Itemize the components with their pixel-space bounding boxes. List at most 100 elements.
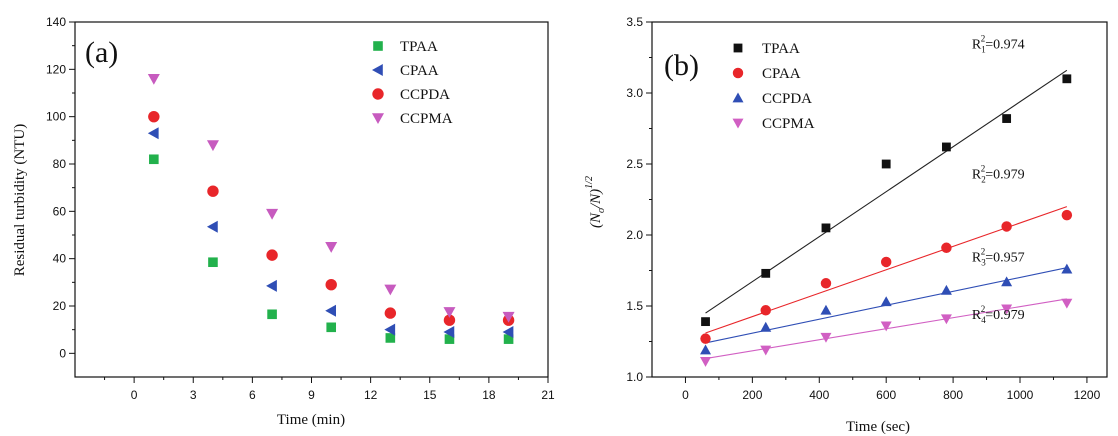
- data-point-b: [760, 345, 772, 356]
- legend-label-b: CCPDA: [762, 91, 812, 107]
- svg-text:(No/N)1/2: (No/N)1/2: [584, 176, 607, 228]
- data-point-b: [760, 305, 771, 316]
- y-tick-label-a: 80: [53, 157, 67, 171]
- x-tick-label-b: 0: [682, 388, 689, 402]
- y-tick-label-b: 2.5: [626, 157, 643, 171]
- data-point-b: [1001, 221, 1012, 232]
- data-point-a: [206, 220, 218, 233]
- plot-frame-a: [74, 21, 549, 378]
- legend-marker-b: [732, 92, 744, 103]
- data-point-a: [267, 309, 277, 320]
- data-point-a: [207, 185, 219, 197]
- r2-label-b: R42=0.979: [972, 304, 1025, 325]
- data-point-a: [148, 110, 160, 123]
- legend-label-b: CPAA: [762, 66, 801, 82]
- y-tick-label-b: 3.5: [626, 15, 643, 29]
- r2-label-r: R: [972, 168, 982, 183]
- data-point-a: [443, 314, 456, 326]
- y-tick-label-b: 2.0: [626, 228, 643, 242]
- y-tick-label-a: 60: [53, 204, 67, 218]
- r2-label-r: R: [972, 37, 982, 52]
- x-tick-label-a: 18: [482, 388, 496, 402]
- y-tick-label-a: 0: [59, 346, 66, 360]
- legend-b: TPAA CPAA CCPDA CCPMA: [732, 41, 815, 132]
- legend-label-a: TPAA: [400, 39, 438, 55]
- data-point-b: [700, 344, 712, 355]
- data-point-a: [443, 326, 455, 339]
- data-point-b: [700, 333, 711, 344]
- data-point-b: [1061, 298, 1073, 309]
- data-point-a: [266, 249, 278, 261]
- data-point-a: [384, 307, 397, 319]
- data-point-b: [1061, 263, 1073, 274]
- data-point-a: [384, 323, 396, 336]
- legend-label-b: TPAA: [762, 41, 800, 57]
- data-point-a: [266, 208, 279, 220]
- r2-label-b: R22=0.979: [972, 164, 1025, 185]
- r2-label-r: R: [972, 251, 982, 266]
- axis-ticks-a: 0 3 6 9 12 15 18 21 0 20 40 60 80 100 120 140: [46, 15, 555, 402]
- panel-label-b: (b): [664, 49, 699, 82]
- data-point-a: [502, 326, 514, 339]
- data-point-b: [821, 223, 831, 233]
- r2-label-b: R12=0.974: [972, 33, 1025, 54]
- data-point-a: [384, 284, 397, 296]
- x-tick-label-a: 6: [249, 388, 256, 402]
- chart-panel-b: (b) Time (sec) (No/N)1/2 0 200 400 600 800 10…: [584, 15, 1108, 435]
- y-axis-title-b-sub: o: [596, 208, 607, 213]
- r2-label-b: R32=0.957: [972, 247, 1025, 268]
- data-point-a: [444, 334, 455, 344]
- data-point-a: [326, 322, 337, 333]
- r2-label-sub: 3: [981, 258, 986, 268]
- x-tick-label-b: 1000: [1007, 388, 1034, 402]
- y-axis-title-b-main: (N: [588, 212, 604, 228]
- data-point-b: [820, 332, 832, 343]
- panel-label-a: (a): [85, 36, 118, 69]
- data-point-b: [761, 268, 771, 278]
- r2-label-value: =0.979: [985, 308, 1024, 323]
- data-point-b: [881, 159, 891, 169]
- data-point-b: [940, 314, 952, 325]
- r2-label-sup: 2: [981, 304, 986, 314]
- legend-a: TPAA CPAA CCPDA CCPMA: [372, 39, 453, 127]
- data-point-b: [941, 242, 952, 254]
- legend-marker-b: [732, 118, 744, 129]
- y-axis-title-b-sup: 1/2: [584, 176, 595, 189]
- y-tick-label-b: 3.0: [626, 86, 643, 100]
- r2-label-value: =0.974: [985, 37, 1024, 52]
- data-point-a: [149, 154, 159, 165]
- y-tick-label-b: 1.0: [626, 370, 643, 384]
- y-tick-label-a: 100: [46, 110, 66, 124]
- data-point-b: [940, 284, 952, 295]
- x-tick-label-a: 3: [190, 388, 197, 402]
- r2-label-sub: 1: [981, 44, 986, 54]
- data-point-a: [147, 74, 160, 85]
- axis-ticks-b: 0 200 400 600 800 1000 1200 1.0 1.5 2.0 2.5 3.0 3.5: [626, 15, 1100, 402]
- r2-label-sup: 2: [981, 247, 986, 257]
- data-point-b: [820, 278, 832, 289]
- x-tick-label-b: 1200: [1074, 388, 1101, 402]
- data-point-b: [701, 317, 710, 327]
- y-tick-label-b: 1.5: [626, 299, 643, 313]
- y-axis-title-b-mid: /N): [588, 189, 604, 209]
- legend-label-a: CPAA: [400, 63, 439, 79]
- x-tick-label-a: 0: [131, 388, 138, 402]
- data-point-b: [880, 296, 892, 307]
- data-point-b: [1001, 276, 1013, 287]
- chart-panel-a: (a) Time (min) Residual turbidity (NTU) …: [12, 15, 555, 428]
- data-point-b: [700, 356, 712, 367]
- data-point-a: [208, 257, 218, 268]
- data-point-b: [880, 321, 892, 332]
- fit-line-b: [705, 69, 1068, 314]
- r2-label-sub: 2: [981, 175, 986, 185]
- data-point-b: [942, 142, 951, 152]
- data-point-a: [325, 279, 337, 291]
- legend-label-b: CCPMA: [762, 116, 815, 132]
- data-point-a: [266, 279, 277, 292]
- legend-label-a: CCPDA: [400, 87, 450, 103]
- x-tick-label-b: 600: [876, 388, 896, 402]
- r2-label-value: =0.957: [985, 251, 1024, 266]
- legend-marker-a: [373, 41, 383, 51]
- y-axis-title-b: (No/N)1/2: [584, 176, 607, 228]
